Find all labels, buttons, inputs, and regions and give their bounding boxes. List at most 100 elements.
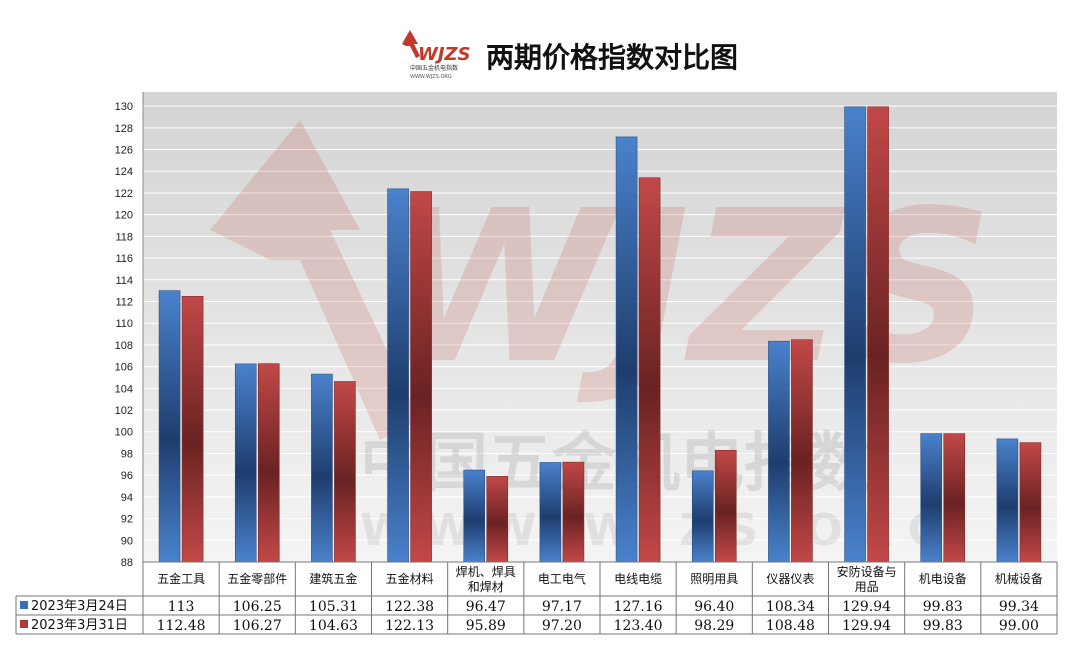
y-tick-label: 110 (115, 318, 133, 330)
legend-label-s1: 2023年3月24日 (31, 599, 128, 614)
y-tick-label: 88 (121, 557, 133, 569)
wjzs-logo: WJZS 中国五金机电指数 WWW.WJZS.ORG (402, 30, 471, 80)
bar-s2-9 (867, 106, 889, 563)
bar-s1-0 (158, 290, 181, 563)
y-tick-label: 102 (115, 405, 133, 417)
legend-label-s2: 2023年3月31日 (31, 618, 128, 633)
bar-s1-9 (844, 106, 866, 563)
category-label: 机电设备 (919, 572, 967, 586)
category-label: 焊机、焊具 (456, 564, 516, 579)
bar-s1-5 (539, 462, 562, 563)
y-tick-label: 98 (121, 448, 133, 460)
logo-subtext: 中国五金机电指数 (410, 64, 458, 72)
y-tick-label: 112 (115, 296, 133, 308)
logo-url: WWW.WJZS.ORG (410, 74, 452, 80)
y-tick-label: 106 (115, 362, 133, 374)
cell-value-s2: 97.20 (542, 618, 582, 634)
y-axis-ticks: 88 90 92 94 96 98 100 102 104 106 108 110 112 114 116 1… (115, 92, 144, 569)
cell-value-s1: 99.34 (999, 599, 1039, 615)
cell-value-s1: 106.25 (233, 599, 282, 615)
bar-s1-6 (615, 136, 638, 563)
bar-s2-3 (410, 191, 432, 563)
cell-value-s1: 129.94 (842, 599, 891, 615)
watermark-text: WJZS (380, 165, 993, 410)
cell-value-s2: 98.29 (694, 618, 734, 634)
y-tick-label: 126 (115, 145, 133, 157)
y-tick-label: 108 (115, 340, 133, 352)
bar-s2-10 (943, 433, 966, 563)
watermark-arrow-icon (210, 120, 420, 440)
cell-value-s1: 122.38 (385, 599, 434, 615)
category-label: 五金零部件 (227, 571, 287, 586)
bar-s1-4 (463, 469, 486, 563)
logo-arrow-icon (402, 30, 420, 58)
bar-s2-8 (791, 339, 813, 563)
cell-value-s1: 96.47 (466, 599, 506, 615)
category-label: 照明用具 (690, 572, 738, 586)
category-label: 五金材料 (386, 571, 434, 586)
bar-s2-4 (486, 476, 509, 563)
gridlines (143, 105, 1057, 563)
bar-s2-6 (638, 177, 661, 563)
y-tick-label: 114 (115, 275, 133, 287)
bar-s1-10 (920, 433, 943, 563)
bar-s1-3 (387, 188, 409, 563)
cell-value-s1: 96.40 (694, 599, 734, 615)
bar-s2-1 (257, 363, 280, 563)
cell-value-s2: 112.48 (157, 618, 206, 634)
cell-value-s2: 123.40 (614, 618, 663, 634)
cell-value-s2: 122.13 (385, 618, 434, 634)
cell-value-s2: 95.89 (466, 618, 506, 634)
y-tick-label: 118 (115, 231, 133, 243)
bar-s1-2 (311, 373, 333, 563)
y-tick-label: 120 (115, 210, 133, 222)
cell-value-s2: 104.63 (309, 618, 358, 634)
bar-s1-1 (234, 363, 257, 563)
category-label: 电线电缆 (614, 572, 662, 586)
category-label: 五金工具 (157, 571, 205, 586)
y-tick-label: 90 (121, 535, 133, 547)
category-label: 用品 (855, 580, 879, 594)
category-label: 建筑五金 (309, 571, 357, 586)
legend-swatch-s2 (20, 620, 28, 628)
bar-s1-8 (768, 340, 790, 563)
category-label: 安防设备与 (837, 564, 897, 579)
y-tick-label: 104 (115, 383, 133, 395)
legend-swatch-s1 (20, 601, 28, 609)
category-label: 机械设备 (995, 571, 1043, 586)
category-label: 和焊材 (468, 579, 504, 594)
cell-value-s1: 127.16 (614, 599, 663, 615)
y-tick-label: 128 (115, 123, 133, 135)
y-tick-label: 96 (121, 470, 133, 482)
cell-value-s1: 99.83 (923, 599, 963, 615)
cell-value-s1: 108.34 (766, 599, 815, 615)
cell-value-s1: 97.17 (542, 599, 582, 615)
bar-s2-7 (714, 450, 737, 563)
cell-value-s1: 105.31 (309, 599, 358, 615)
cell-value-s2: 99.00 (999, 618, 1039, 634)
bar-s1-11 (996, 438, 1019, 563)
bar-s2-0 (181, 295, 204, 563)
y-tick-label: 122 (115, 188, 133, 200)
logo-text: WJZS (418, 44, 471, 65)
cell-value-s1: 113 (168, 599, 195, 615)
chart-title: 两期价格指数对比图 (486, 41, 738, 74)
bar-s2-11 (1019, 442, 1042, 563)
cell-value-s2: 106.27 (233, 618, 282, 634)
bar-s2-5 (562, 461, 585, 563)
y-tick-label: 92 (121, 514, 133, 526)
y-tick-label: 124 (115, 166, 133, 178)
bar-series (158, 106, 1042, 563)
y-tick-label: 94 (121, 492, 133, 504)
category-label: 电工电气 (538, 571, 586, 586)
cell-value-s2: 129.94 (842, 618, 891, 634)
cell-value-s2: 99.83 (923, 618, 963, 634)
bar-s1-7 (691, 470, 714, 563)
plot-area (143, 92, 1057, 562)
bar-s2-2 (334, 381, 356, 563)
cell-value-s2: 108.48 (766, 618, 815, 634)
y-tick-label: 116 (115, 253, 133, 265)
y-tick-label: 130 (115, 101, 133, 113)
